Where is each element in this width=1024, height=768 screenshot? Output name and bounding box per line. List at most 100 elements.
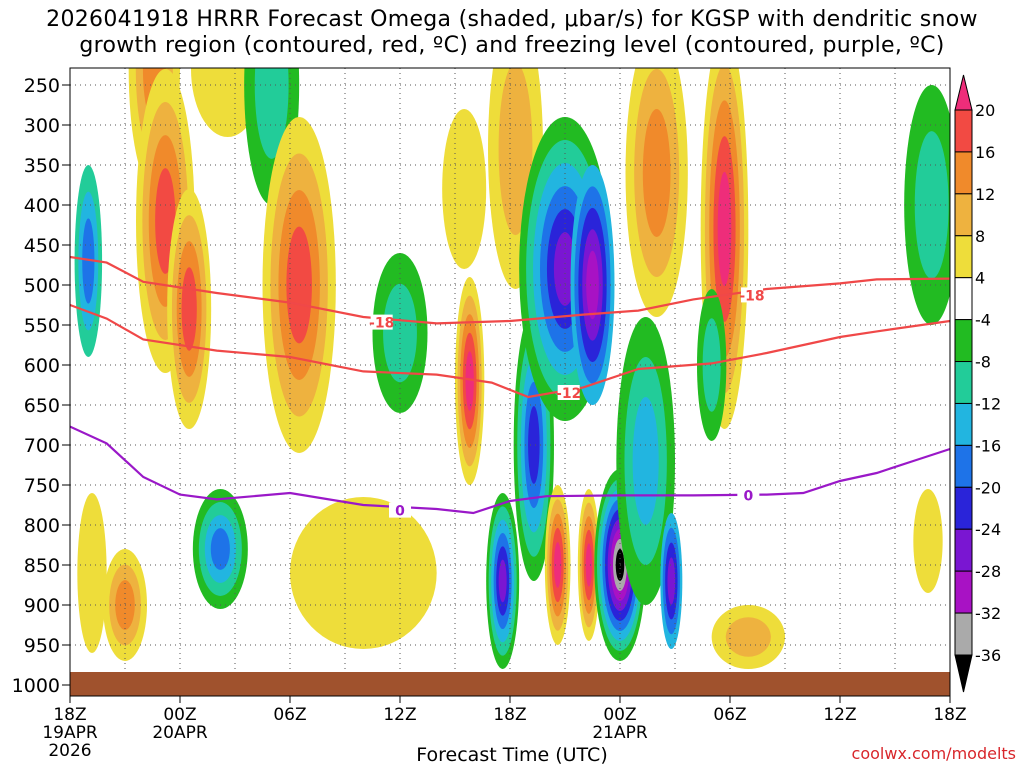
ytick-label-250: 250 [24, 75, 60, 97]
xtick-label-6: 00Z [163, 705, 196, 725]
omega-cell-13-level-5 [498, 559, 507, 603]
dgz-upper-label-1: -18 [369, 316, 394, 332]
colorbar-band-13 [954, 612, 973, 656]
dgz-upper-label-2: -18 [739, 288, 764, 304]
ytick-label-800: 800 [24, 515, 60, 537]
colorbar-band-2 [954, 151, 973, 195]
xtick-date-6: 20APR [152, 723, 208, 743]
colorbar-band-4 [954, 235, 973, 279]
ytick-label-600: 600 [24, 355, 60, 377]
colorbar-label-10: -24 [975, 520, 1001, 539]
xtick-label-12: 06Z [273, 705, 306, 725]
xtick-label-18: 12Z [383, 705, 416, 725]
colorbar-label-12: -32 [975, 604, 1001, 623]
colorbar-label-0: 20 [975, 101, 995, 120]
dgz-upper-label-2-bg [741, 287, 763, 303]
freezing-level-contour [70, 425, 950, 515]
dgz-minus12-contour [70, 303, 950, 399]
ytick-label-500: 500 [24, 275, 60, 297]
omega-cell-18-level-4 [586, 250, 599, 320]
freezing-label-2-bg [737, 487, 760, 503]
ytick-label-900: 900 [24, 595, 60, 617]
omega-cell-23-level-2 [642, 109, 671, 237]
omega-cell-15-level-4 [528, 406, 540, 484]
omega-cell-25-level-1 [702, 318, 721, 412]
dgz-lower-label: -12 [556, 386, 581, 402]
xtick-label-36: 06Z [713, 705, 746, 725]
terrain-band [70, 672, 950, 696]
freezing-label-2: 0 [743, 488, 753, 504]
chart-title-line2: growth region (contoured, red, ºC) and f… [79, 33, 945, 58]
colorbar-band-12 [954, 570, 973, 614]
omega-cell-22-level-3 [667, 557, 676, 605]
colorbar-band-5 [954, 277, 973, 321]
ytick-label-850: 850 [24, 555, 60, 577]
omega-cell-4-level-3 [181, 267, 197, 351]
xtick-year-0: 2026 [48, 741, 91, 761]
x-axis-title: Forecast Time (UTC) [416, 744, 608, 766]
colorbar-label-1: 16 [975, 143, 995, 162]
omega-cell-21-level-2 [632, 397, 659, 525]
omega-cell-6-level-3 [210, 528, 230, 570]
freezing-label-1: 0 [395, 504, 405, 520]
colorbar-label-13: -36 [975, 646, 1001, 665]
omega-cell-12-level-4 [465, 351, 474, 411]
colorbar-bottom-arrow [954, 654, 973, 693]
xtick-label-30: 00Z [603, 705, 636, 725]
ytick-label-350: 350 [24, 155, 60, 177]
omega-cell-11-level-0 [442, 109, 487, 269]
dgz-upper-label-1-bg [370, 314, 393, 330]
omega-cell-19-level-4 [585, 543, 592, 587]
colorbar-label-4: 4 [975, 269, 985, 288]
freezing-label-1-bg [389, 502, 411, 518]
colorbar-band-3 [954, 193, 973, 237]
ytick-label-950: 950 [24, 635, 60, 657]
colorbar-label-2: 12 [975, 185, 995, 204]
omega-cell-27-level-1 [914, 131, 949, 279]
xtick-label-42: 12Z [823, 705, 856, 725]
colorbar-band-9 [954, 444, 973, 488]
colorbar-label-5: -4 [975, 311, 991, 330]
omega-cell-29-level-0 [77, 493, 107, 653]
omega-cell-9-level-0 [290, 497, 437, 649]
xtick-date-0: 19APR [42, 723, 98, 743]
colorbar-top-arrow [954, 74, 973, 111]
ytick-label-550: 550 [24, 315, 60, 337]
omega-cell-28-level-0 [913, 489, 943, 593]
omega-cell-0-level-2 [82, 218, 95, 304]
colorbar-band-7 [954, 361, 973, 404]
colorbar-band-11 [954, 528, 973, 572]
ytick-label-300: 300 [24, 115, 60, 137]
pressure-axis: 250 300 350 400 450 500 550 600 650 700 750 800 850 9… [12, 75, 70, 697]
xtick-label-24: 18Z [493, 705, 526, 725]
colorbar-band-6 [954, 319, 973, 363]
xtick-label-0: 18Z [53, 705, 86, 725]
ytick-label-650: 650 [24, 395, 60, 417]
source-credit: coolwx.com/modelts [851, 744, 1016, 763]
omega-cell-17-level-4 [554, 542, 562, 588]
omega-cell-24-level-4 [717, 171, 732, 287]
colorbar-label-9: -20 [975, 478, 1001, 497]
ytick-label-1000: 1000 [12, 675, 60, 697]
colorbar-band-8 [954, 402, 973, 446]
ytick-label-400: 400 [24, 195, 60, 217]
omega-colorbar: 20 16 12 8 4 -4 -8 -12 -16 -20 -24 -28 -32 -36 [954, 74, 1001, 693]
colorbar-label-6: -8 [975, 353, 991, 372]
omega-shading [74, 68, 950, 669]
temperature-contours: -18 -18 -12 0 0 [70, 255, 950, 520]
xtick-label-48: 18Z [933, 705, 966, 725]
omega-cell-7-level-1 [254, 68, 289, 159]
colorbar-label-7: -12 [975, 394, 1001, 413]
colorbar-label-8: -16 [975, 436, 1001, 455]
omega-cell-8-level-3 [286, 226, 312, 344]
xtick-date-30: 21APR [592, 723, 648, 743]
ytick-label-450: 450 [24, 235, 60, 257]
ytick-label-700: 700 [24, 435, 60, 457]
colorbar-band-10 [954, 486, 973, 530]
colorbar-label-11: -28 [975, 562, 1001, 581]
dgz-minus18-contour [70, 255, 950, 325]
chart-title-line1: 2026041918 HRRR Forecast Omega (shaded, … [46, 7, 978, 32]
ytick-label-750: 750 [24, 475, 60, 497]
